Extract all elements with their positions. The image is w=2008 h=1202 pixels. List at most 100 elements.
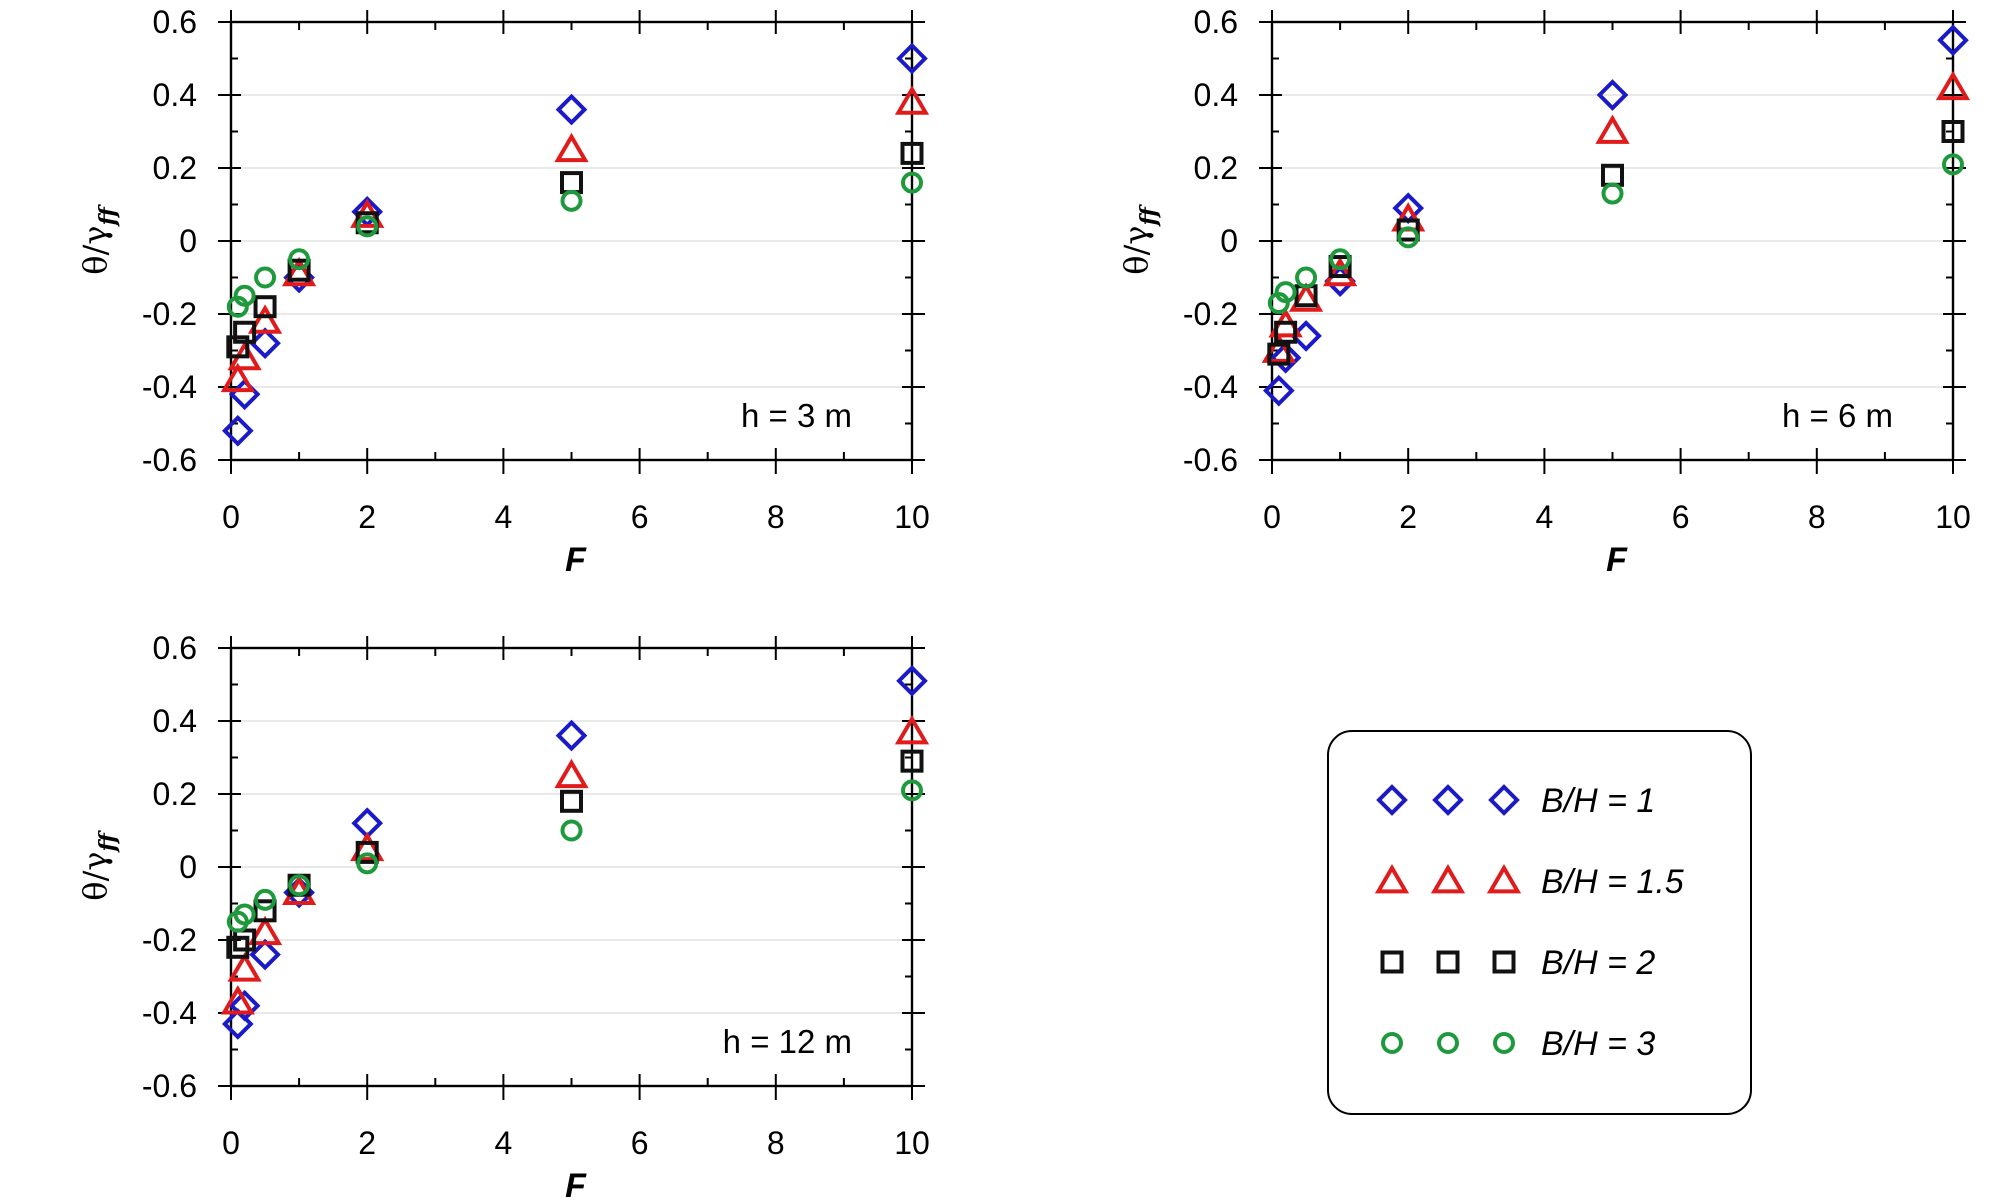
legend-box bbox=[1327, 730, 1752, 1115]
x-tick-label: 8 bbox=[1808, 499, 1826, 535]
data-point-square bbox=[1941, 120, 1965, 143]
data-point-triangle bbox=[220, 985, 255, 1015]
y-tick-label: 0.4 bbox=[153, 703, 197, 739]
data-point-circle bbox=[288, 874, 311, 897]
data-point-square bbox=[233, 928, 257, 952]
x-axis-title: F bbox=[565, 541, 587, 579]
legend-marker-square bbox=[1492, 950, 1516, 974]
x-tick-label: 10 bbox=[894, 1125, 930, 1161]
y-axis-title: θ/γff bbox=[76, 204, 121, 275]
legend-marker-triangle bbox=[1430, 864, 1466, 894]
panel-annotation: h = 6 m bbox=[1782, 397, 1893, 434]
data-point-diamond bbox=[221, 414, 254, 447]
y-tick-label: -0.2 bbox=[142, 922, 197, 958]
data-point-diamond bbox=[249, 938, 281, 971]
y-axis-title-main: θ/γ bbox=[76, 226, 114, 275]
legend-marker-diamond bbox=[1432, 784, 1464, 816]
y-axis-title-sub: ff bbox=[95, 830, 121, 854]
y-tick-label: -0.2 bbox=[142, 296, 197, 332]
data-point-triangle bbox=[894, 714, 930, 745]
data-point-circle bbox=[901, 779, 923, 802]
data-point-diamond bbox=[1937, 24, 1969, 57]
data-point-diamond bbox=[1596, 79, 1629, 111]
data-point-triangle bbox=[247, 915, 283, 946]
panel-annotation: h = 3 m bbox=[741, 397, 852, 434]
data-point-circle bbox=[560, 819, 583, 842]
y-tick-label: 0.4 bbox=[153, 77, 197, 113]
x-tick-label: 0 bbox=[222, 1125, 240, 1161]
data-point-circle bbox=[901, 171, 923, 194]
legend-label: B/H = 3 bbox=[1541, 1025, 1655, 1063]
data-point-circle bbox=[1601, 182, 1624, 205]
chart-panel-h-3m: 0.6 0.4 0.2 0 -0.2 -0.4 -0.6 0 2 4 6 8 10 Fθ/γff h = 3… bbox=[76, 4, 930, 579]
data-point-circle bbox=[560, 189, 583, 212]
data-point-triangle bbox=[281, 256, 317, 287]
x-tick-label: 6 bbox=[1672, 499, 1690, 535]
x-tick-label: 6 bbox=[631, 499, 649, 535]
data-point-circle bbox=[1397, 226, 1420, 249]
data-point-circle bbox=[233, 284, 256, 307]
data-point-circle bbox=[1274, 281, 1297, 304]
data-point-square bbox=[1274, 320, 1298, 344]
x-tick-label: 0 bbox=[1263, 499, 1281, 535]
data-point-square bbox=[355, 840, 379, 864]
data-point-square bbox=[233, 320, 257, 344]
data-point-diamond bbox=[249, 327, 281, 360]
x-axis-title: F bbox=[1606, 541, 1628, 579]
data-point-square bbox=[900, 141, 924, 165]
legend-label: B/H = 1 bbox=[1541, 782, 1655, 820]
data-point-diamond bbox=[896, 665, 928, 697]
x-tick-label: 8 bbox=[767, 1125, 785, 1161]
x-tick-label: 8 bbox=[767, 499, 785, 535]
legend-label: B/H = 2 bbox=[1541, 944, 1655, 982]
data-point-square bbox=[1267, 342, 1291, 366]
data-point-square bbox=[1396, 218, 1420, 242]
legend-marker-square bbox=[1380, 950, 1404, 974]
y-tick-label: 0 bbox=[179, 223, 197, 259]
data-point-circle bbox=[254, 888, 277, 911]
chart-panel-h-12m: 0.6 0.4 0.2 0 -0.2 -0.4 -0.6 0 2 4 6 8 10 Fθ/γff h = 1… bbox=[76, 630, 930, 1202]
y-axis-title-main: θ/γ bbox=[76, 852, 114, 901]
data-point-circle bbox=[233, 903, 256, 926]
y-axis-title-sub: ff bbox=[1136, 204, 1162, 228]
data-point-square bbox=[253, 899, 277, 923]
data-point-circle bbox=[1329, 248, 1352, 271]
y-tick-label: -0.4 bbox=[1183, 369, 1238, 405]
x-tick-label: 6 bbox=[631, 1125, 649, 1161]
y-axis-title-sub: ff bbox=[95, 204, 121, 228]
data-point-triangle bbox=[1595, 114, 1630, 144]
data-point-triangle bbox=[227, 952, 262, 982]
y-tick-label: 0.2 bbox=[153, 776, 197, 812]
data-point-circle bbox=[356, 852, 379, 875]
legend-marker-triangle bbox=[1374, 864, 1410, 894]
x-tick-label: 4 bbox=[495, 1125, 513, 1161]
y-tick-label: 0.6 bbox=[1194, 4, 1238, 40]
legend-marker-circle bbox=[1381, 1032, 1403, 1054]
legend-marker-diamond bbox=[1376, 784, 1408, 816]
data-point-square bbox=[1328, 255, 1352, 279]
chart-panel-h-6m: 0.6 0.4 0.2 0 -0.2 -0.4 -0.6 0 2 4 6 8 10 Fθ/γff h = 6… bbox=[1117, 4, 1971, 579]
y-tick-label: 0.6 bbox=[153, 4, 197, 40]
data-point-circle bbox=[254, 266, 277, 289]
legend: B/H = 1 B/H = 1.5 B/H = 2 B/H = 3 bbox=[1327, 730, 1752, 1115]
legend-label: B/H = 1.5 bbox=[1541, 863, 1684, 901]
data-point-square bbox=[900, 749, 924, 773]
data-point-diamond bbox=[1269, 341, 1302, 374]
y-tick-label: -0.4 bbox=[142, 995, 197, 1031]
data-point-triangle bbox=[554, 758, 589, 789]
x-tick-label: 0 bbox=[222, 499, 240, 535]
x-tick-label: 4 bbox=[495, 499, 513, 535]
y-tick-label: -0.6 bbox=[142, 442, 197, 478]
data-point-triangle bbox=[894, 85, 930, 115]
data-point-diamond bbox=[1262, 374, 1295, 407]
data-point-diamond bbox=[228, 989, 261, 1022]
data-point-circle bbox=[1295, 266, 1318, 289]
data-point-square bbox=[226, 335, 250, 359]
y-tick-label: -0.6 bbox=[142, 1068, 197, 1104]
data-point-triangle bbox=[1935, 70, 1971, 101]
x-tick-label: 4 bbox=[1536, 499, 1554, 535]
data-point-square bbox=[226, 935, 250, 959]
x-tick-label: 10 bbox=[894, 499, 930, 535]
x-tick-label: 2 bbox=[358, 499, 376, 535]
